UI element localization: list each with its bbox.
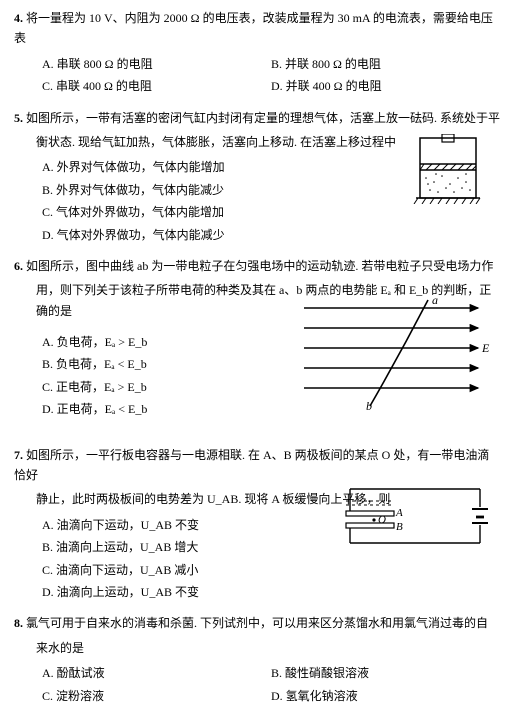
q7-option-d: D. 油滴向上运动，U_AB 不变 [42, 581, 500, 603]
q4-option-c: C. 串联 400 Ω 的电阻 [42, 75, 271, 97]
q6-option-a: A. 负电荷，Eₐ > E_b [42, 331, 254, 353]
q7-option-c: C. 油滴向下运动，U_AB 减小 [42, 559, 500, 581]
q5-figure [406, 134, 490, 210]
q7-label-o: O [378, 514, 386, 526]
q8-stem-line1: 氯气可用于自来水的消毒和杀菌. 下列试剂中，可以用来区分蒸馏水和用氯气消过毒的自 [26, 616, 488, 630]
question-7: A B O 7. 如图所示，一平行板电容器与一电源相联. 在 A、B 两极板间的… [14, 445, 500, 604]
q8-stem: 8. 氯气可用于自来水的消毒和杀菌. 下列试剂中，可以用来区分蒸馏水和用氯气消过… [14, 613, 500, 633]
q4-stem-text: 将一量程为 10 V、内阻为 2000 Ω 的电压表，改装成量程为 30 mA … [14, 11, 493, 45]
q6-options: A. 负电荷，Eₐ > E_b B. 负电荷，Eₐ < E_b C. 正电荷，E… [14, 331, 254, 421]
q6-figure: a b E [300, 294, 490, 420]
q8-number: 8. [14, 616, 23, 630]
question-5: 5. 如图所示，一带有活塞的密闭气缸内封闭有定量的理想气体，活塞上放一砝码. 系… [14, 108, 500, 246]
q8-option-d: D. 氢氧化钠溶液 [271, 685, 500, 707]
capacitor-circuit-icon: A B O [340, 481, 490, 553]
q6-label-e: E [481, 341, 490, 355]
q5-option-d: D. 气体对外界做功，气体内能减少 [42, 224, 500, 246]
q6-option-c: C. 正电荷，Eₐ > E_b [42, 376, 254, 398]
q6-option-b: B. 负电荷，Eₐ < E_b [42, 353, 254, 375]
q4-option-b: B. 并联 800 Ω 的电阻 [271, 53, 500, 75]
q8-options: A. 酚酞试液 B. 酸性硝酸银溶液 C. 淀粉溶液 D. 氢氧化钠溶液 [14, 662, 500, 707]
q7-figure: A B O [340, 481, 490, 559]
q4-option-d: D. 并联 400 Ω 的电阻 [271, 75, 500, 97]
cylinder-piston-icon [406, 134, 490, 204]
q5-stem-line1: 如图所示，一带有活塞的密闭气缸内封闭有定量的理想气体，活塞上放一砝码. 系统处于… [26, 111, 500, 125]
q4-stem: 4. 将一量程为 10 V、内阻为 2000 Ω 的电压表，改装成量程为 30 … [14, 8, 500, 49]
q6-stem-line1: 如图所示，图中曲线 ab 为一带电粒子在匀强电场中的运动轨迹. 若带电粒子只受电… [26, 259, 493, 273]
q8-stem-line2: 来水的是 [14, 638, 500, 658]
q4-option-a: A. 串联 800 Ω 的电阻 [42, 53, 271, 75]
q8-option-b: B. 酸性硝酸银溶液 [271, 662, 500, 684]
question-6: a b E 6. 如图所示，图中曲线 ab 为一带电粒子在匀强电场中的运动轨迹.… [14, 256, 500, 435]
q4-options: A. 串联 800 Ω 的电阻 B. 并联 800 Ω 的电阻 C. 串联 40… [14, 53, 500, 98]
q6-option-d: D. 正电荷，Eₐ < E_b [42, 398, 254, 420]
question-4: 4. 将一量程为 10 V、内阻为 2000 Ω 的电压表，改装成量程为 30 … [14, 8, 500, 98]
q7-number: 7. [14, 448, 23, 462]
q6-stem: 6. 如图所示，图中曲线 ab 为一带电粒子在匀强电场中的运动轨迹. 若带电粒子… [14, 256, 500, 276]
q7-label-b: B [396, 521, 403, 533]
q8-option-c: C. 淀粉溶液 [42, 685, 271, 707]
field-lines-icon: a b E [300, 294, 490, 414]
q7-label-a: A [395, 507, 403, 519]
q4-number: 4. [14, 11, 23, 25]
question-8: 8. 氯气可用于自来水的消毒和杀菌. 下列试剂中，可以用来区分蒸馏水和用氯气消过… [14, 613, 500, 707]
q6-label-a: a [432, 294, 438, 307]
q7-stem: 7. 如图所示，一平行板电容器与一电源相联. 在 A、B 两极板间的某点 O 处… [14, 445, 500, 486]
q7-stem-line1: 如图所示，一平行板电容器与一电源相联. 在 A、B 两极板间的某点 O 处，有一… [14, 448, 489, 482]
q5-number: 5. [14, 111, 23, 125]
q5-stem: 5. 如图所示，一带有活塞的密闭气缸内封闭有定量的理想气体，活塞上放一砝码. 系… [14, 108, 500, 128]
q6-label-b: b [366, 399, 372, 413]
q6-number: 6. [14, 259, 23, 273]
q8-option-a: A. 酚酞试液 [42, 662, 271, 684]
